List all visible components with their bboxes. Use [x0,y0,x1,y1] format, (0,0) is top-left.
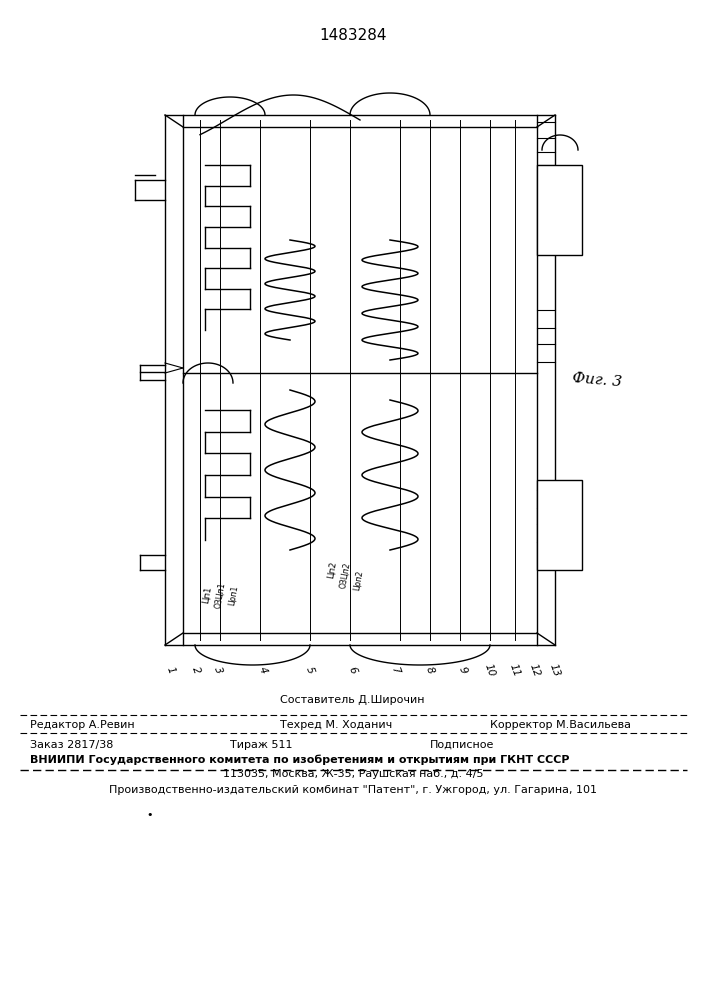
Bar [537,480,582,570]
Text: Производственно-издательский комбинат "Патент", г. Ужгород, ул. Гагарина, 101: Производственно-издательский комбинат "П… [109,785,597,795]
Text: 11: 11 [508,662,522,678]
Text: 1: 1 [164,665,176,675]
Text: 113035, Москва, Ж-35, Раушская наб., д. 4/5: 113035, Москва, Ж-35, Раушская наб., д. … [223,769,484,779]
Text: 9: 9 [456,665,468,675]
Text: 2: 2 [190,665,201,675]
Text: 7: 7 [389,665,401,675]
Text: 6: 6 [346,665,358,675]
Text: 12: 12 [528,662,542,678]
Text: Подписное: Подписное [430,740,494,750]
Text: ВНИИПИ Государственного комитета по изобретениям и открытиям при ГКНТ СССР: ВНИИПИ Государственного комитета по изоб… [30,755,570,765]
Text: ОЗЦп1: ОЗЦп1 [214,581,227,609]
Text: 3: 3 [212,665,224,675]
Text: 10: 10 [483,662,497,678]
Text: Техред М. Ходанич: Техред М. Ходанич [280,720,392,730]
Text: Цоп2: Цоп2 [352,569,364,591]
Text: Цп1: Цп1 [201,586,213,604]
Text: 13: 13 [548,662,562,678]
Text: Тираж 511: Тираж 511 [230,740,293,750]
Text: 1483284: 1483284 [320,27,387,42]
Text: ОЗЦп2: ОЗЦп2 [338,561,351,589]
Text: Редактор А.Ревин: Редактор А.Ревин [30,720,134,730]
Text: 5: 5 [304,665,316,675]
Text: 8: 8 [424,665,436,675]
Text: Цп2: Цп2 [326,561,338,579]
Text: Заказ 2817/38: Заказ 2817/38 [30,740,113,750]
Text: Составитель Д.Широчин: Составитель Д.Широчин [280,695,424,705]
Text: Корректор М.Васильева: Корректор М.Васильева [490,720,631,730]
Text: Цоп1: Цоп1 [227,584,239,606]
Text: 4: 4 [257,665,269,675]
Bar [537,165,582,255]
Text: Фиг. 3: Фиг. 3 [572,371,622,389]
Text: •: • [147,810,153,820]
